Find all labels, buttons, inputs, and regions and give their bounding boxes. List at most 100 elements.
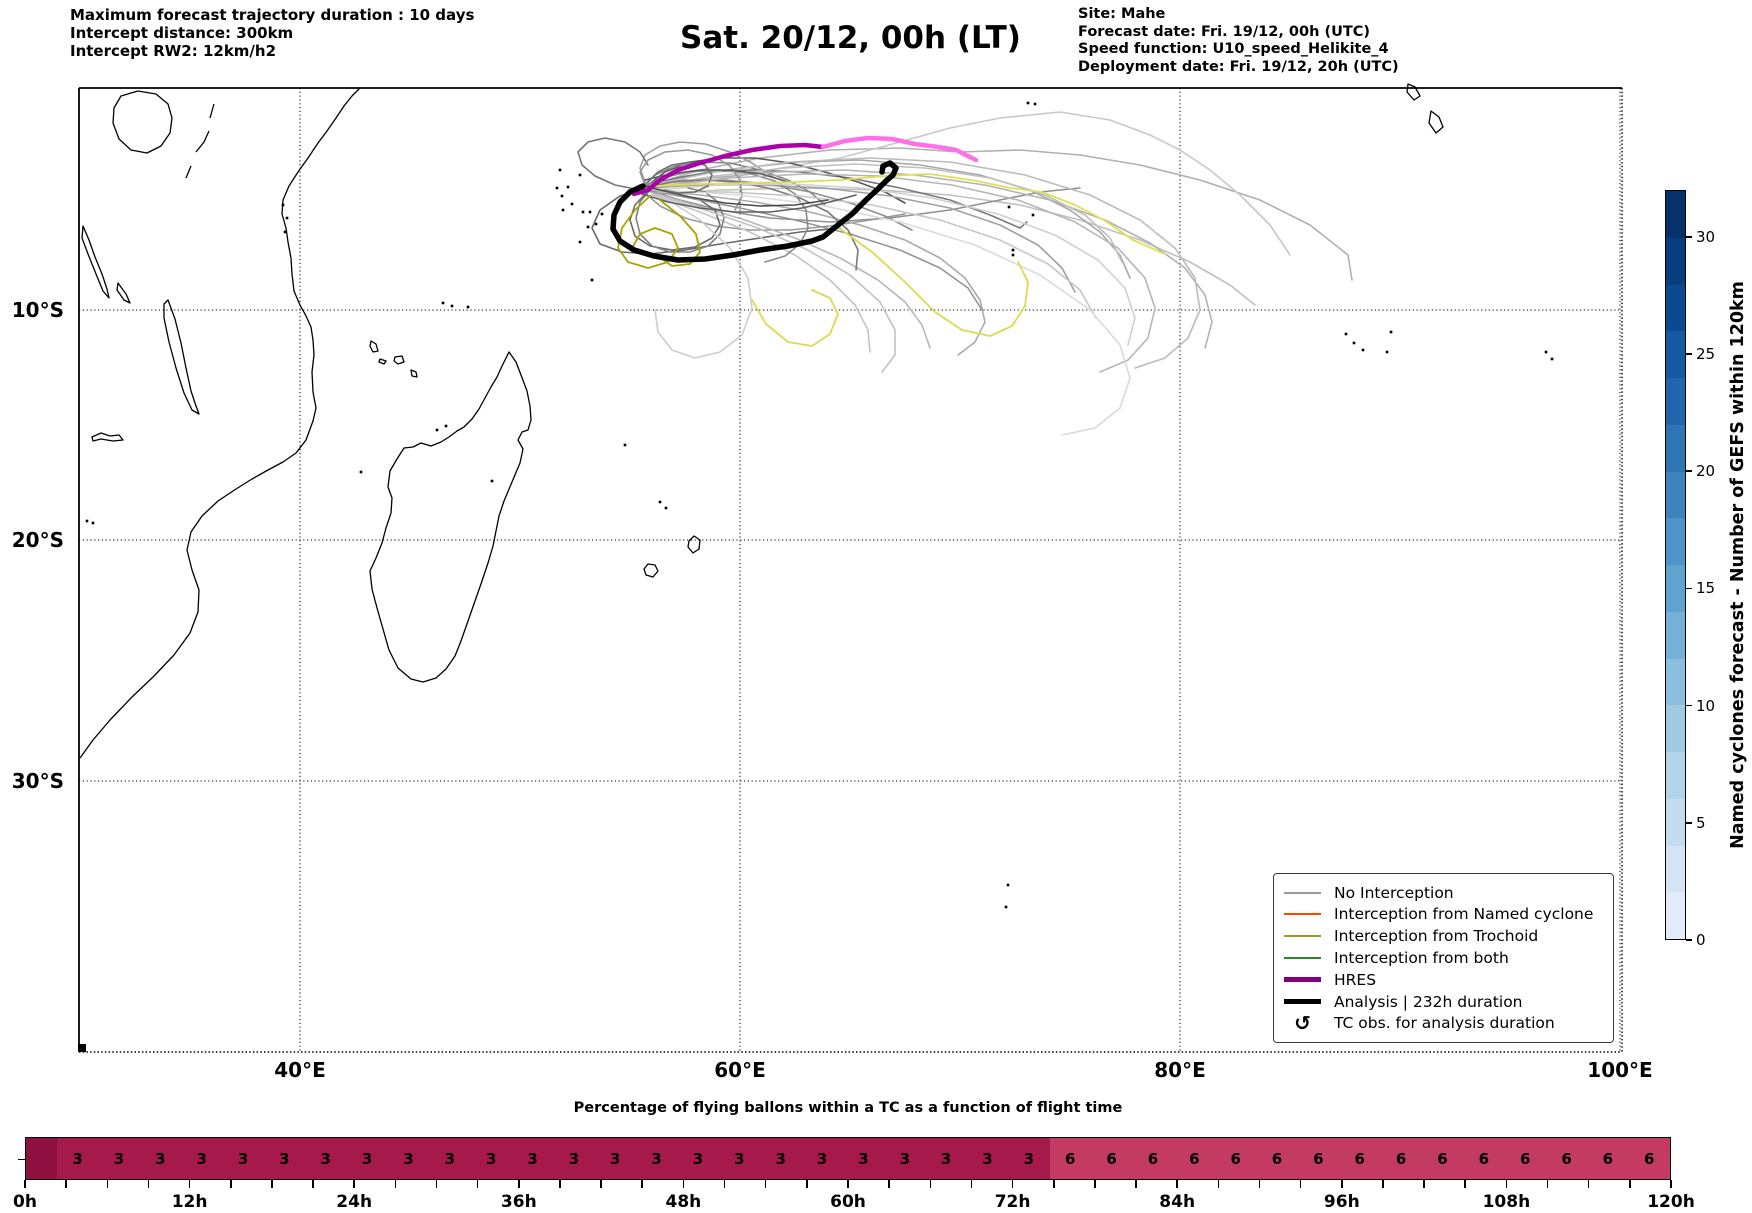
colorbar-tickmark <box>1686 704 1692 707</box>
legend-line-icon <box>1284 999 1321 1005</box>
island-dot <box>1361 348 1365 352</box>
flight-time-cell: 3 <box>553 1138 595 1179</box>
trajectory-no-interception <box>646 179 859 271</box>
legend-line-icon <box>1284 891 1321 894</box>
island-dot <box>1344 332 1348 336</box>
flight-time-tickmark <box>476 1180 479 1188</box>
island-dot <box>1026 101 1030 105</box>
island-dot <box>623 443 627 447</box>
legend-line-swatch <box>1284 956 1321 959</box>
island-dot <box>1544 350 1548 354</box>
coastline <box>410 369 418 378</box>
tc-obs-symbol: ↺ <box>1284 1013 1321 1033</box>
flight-time-cell: 6 <box>1380 1138 1422 1179</box>
flight-time-tickmark <box>394 1180 397 1188</box>
trajectory-no-interception <box>629 191 721 251</box>
island-dot <box>588 210 592 214</box>
trajectory-no-interception <box>642 161 826 206</box>
flight-time-tick-label: 24h <box>336 1192 373 1212</box>
trajectory-no-interception <box>654 194 896 373</box>
flight-time-tickmark <box>24 1180 26 1188</box>
coastline <box>1428 110 1444 134</box>
lon-tick-label: 60°E <box>714 1058 766 1082</box>
flight-time-tickmark <box>1217 1180 1220 1188</box>
colorbar-tickmark <box>1686 236 1692 238</box>
lat-tick-label: 10°S <box>11 298 64 322</box>
trajectory-no-interception <box>649 157 1201 369</box>
flight-time-cell: 3 <box>966 1138 1009 1179</box>
flight-time-tickmark <box>559 1180 561 1188</box>
flight-time-tickmark <box>682 1180 685 1188</box>
flight-time-cell: 3 <box>1008 1138 1050 1179</box>
flight-time-cell: 3 <box>139 1138 181 1179</box>
island-dot <box>558 168 562 172</box>
flight-time-tickmark <box>1052 1180 1055 1188</box>
trajectory-no-interception <box>647 161 713 194</box>
flight-time-cell: 3 <box>842 1138 885 1179</box>
cyclone-rotation-icon: ↺ <box>1294 1011 1311 1036</box>
island-dot <box>560 194 564 198</box>
hres-trajectory <box>631 142 826 197</box>
flight-time-tickmark <box>1135 1180 1137 1188</box>
flight-time-tickmark <box>1464 1180 1467 1188</box>
lon-tick-label: 40°E <box>274 1058 326 1082</box>
trajectory-trochoid <box>654 173 1166 255</box>
lat-tick-label: 30°S <box>11 769 64 793</box>
colorbar-segment <box>1666 378 1685 425</box>
colorbar-segment <box>1666 284 1685 332</box>
island-dot <box>578 173 582 177</box>
flight-time-cell: 6 <box>1463 1138 1505 1179</box>
colorbar-tick-label: 10 <box>1696 696 1716 715</box>
legend-item: HRES <box>1284 969 1603 990</box>
lat-tick-label: 20°S <box>11 528 64 552</box>
colorbar-segment <box>1666 191 1685 238</box>
island-dot <box>281 203 285 207</box>
header-right: Site: Mahe Forecast date: Fri. 19/12, 00… <box>1078 6 1399 76</box>
colorbar-segment <box>1666 237 1685 285</box>
flight-time-tick-label: 60h <box>830 1192 866 1212</box>
flight-time-tickmark <box>1505 1180 1508 1188</box>
island-dot <box>1352 341 1356 345</box>
flight-time-tickmark <box>518 1180 520 1188</box>
legend-item: Interception from Named cyclone <box>1284 904 1603 925</box>
flight-time-cell: 6 <box>1132 1138 1174 1179</box>
flight-time-tickmark <box>435 1180 438 1188</box>
trajectory-trochoid <box>834 224 1029 337</box>
legend-item: ↺ TC obs. for analysis duration <box>1284 1013 1603 1034</box>
colorbar-tick-label: 20 <box>1696 462 1716 481</box>
colorbar-tick-label: 25 <box>1696 345 1716 364</box>
colorbar-segment <box>1666 658 1685 706</box>
flight-time-cell: 6 <box>1256 1138 1298 1179</box>
trajectory-no-interception <box>651 194 871 353</box>
legend-item-label: Interception from both <box>1334 948 1509 967</box>
legend-item: Analysis | 232h duration <box>1284 991 1603 1012</box>
trajectory-trochoid <box>657 199 701 267</box>
flight-time-tickmark <box>970 1180 973 1188</box>
page-title: Sat. 20/12, 00h (LT) <box>680 20 1021 56</box>
island-dot <box>1031 213 1035 217</box>
colorbar-segment <box>1666 611 1685 659</box>
flight-time-cell: 3 <box>263 1138 306 1179</box>
trajectory-no-interception <box>639 184 829 207</box>
bottom-chart-title: Percentage of flying ballons within a TC… <box>573 1100 1123 1116</box>
coastline <box>369 340 379 353</box>
legend-item-label: Interception from Trochoid <box>1334 927 1539 946</box>
flight-time-cell <box>26 1138 57 1179</box>
legend-line-swatch <box>1284 977 1321 983</box>
island-dot <box>1007 205 1011 209</box>
flight-time-tickmark <box>1382 1180 1384 1188</box>
trajectory-no-interception <box>647 189 986 356</box>
flight-time-cell: 3 <box>635 1138 678 1179</box>
island-dot <box>285 216 289 220</box>
colorbar-segment <box>1666 752 1685 799</box>
legend-item-label: TC obs. for analysis duration <box>1334 1014 1555 1033</box>
flight-time-tickmark <box>1258 1180 1261 1188</box>
colorbar-label: Named cyclones forecast - Number of GEFS… <box>1728 281 1748 849</box>
island-dot <box>600 212 604 216</box>
analysis-trajectory <box>610 160 899 263</box>
colorbar-segment <box>1666 845 1685 893</box>
flight-time-tickmark <box>1423 1180 1425 1188</box>
trajectory-trochoid <box>751 289 839 347</box>
flight-time-tick-label: 48h <box>665 1192 702 1212</box>
